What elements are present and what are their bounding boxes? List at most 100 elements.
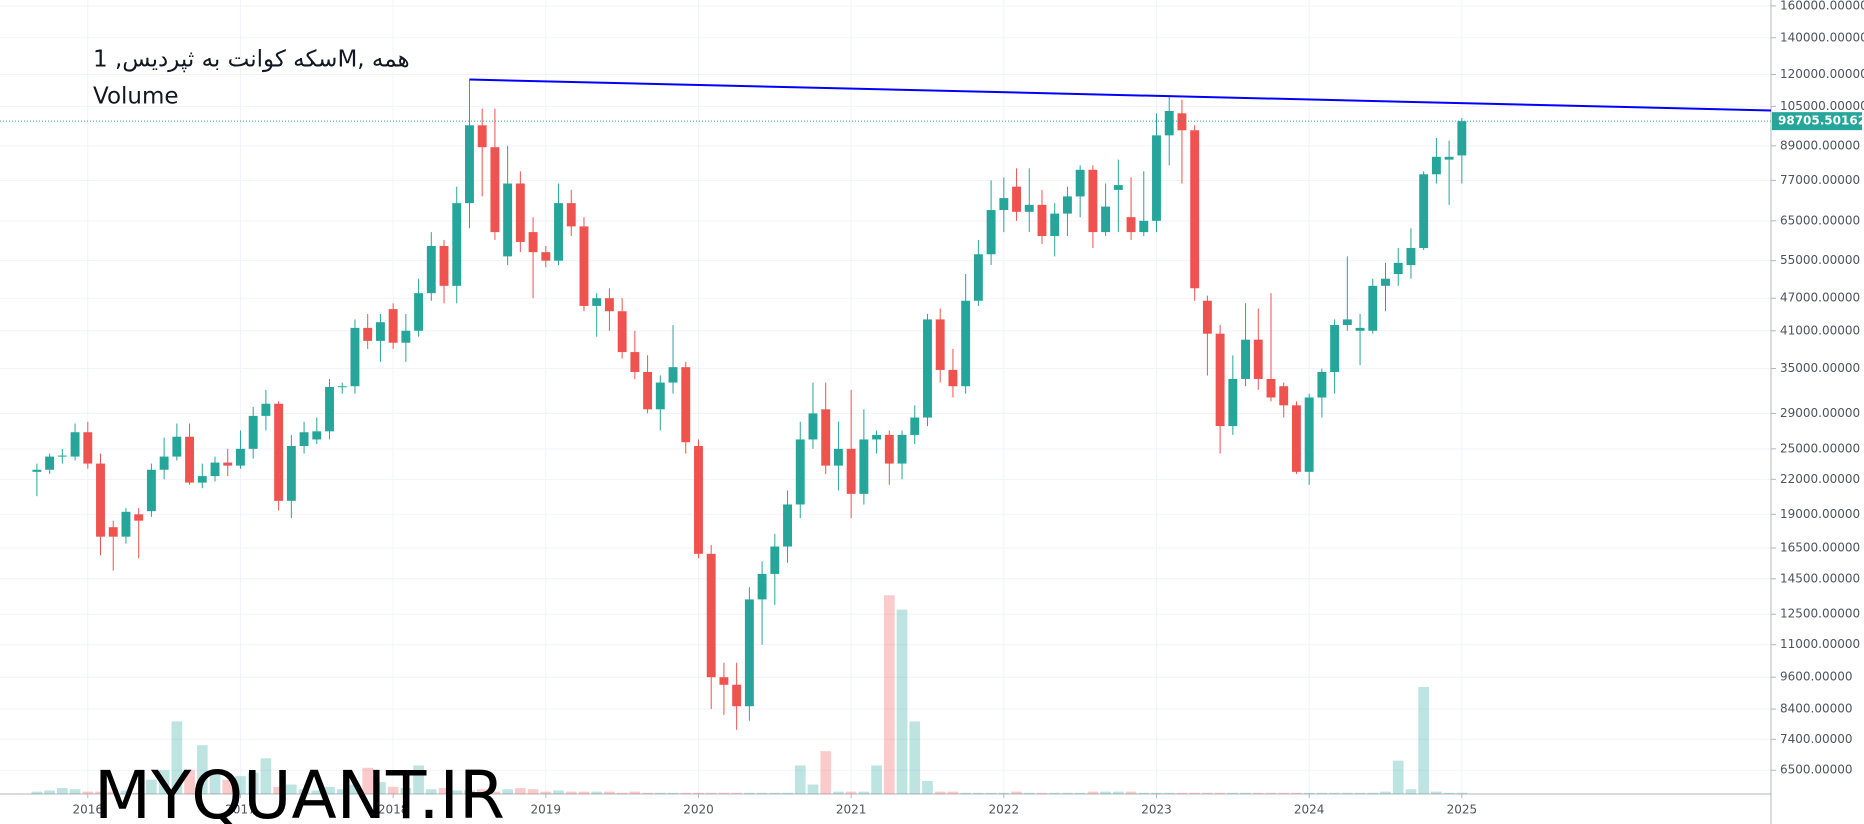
candle-body xyxy=(744,599,754,707)
candle-body xyxy=(388,309,398,343)
volume-bar xyxy=(1023,792,1035,794)
volume-bar xyxy=(44,790,55,794)
candle-body xyxy=(1101,206,1111,233)
volume-bar xyxy=(1202,792,1213,794)
candle-body xyxy=(1444,156,1454,160)
volume-bar xyxy=(833,791,844,794)
volume-bar xyxy=(1138,792,1150,794)
candle-body xyxy=(1431,156,1441,175)
y-tick-label: 29000.00000 xyxy=(1780,406,1860,420)
volume-bar xyxy=(604,791,615,794)
volume-bar xyxy=(375,782,386,794)
y-tick-label: 65000.00000 xyxy=(1780,213,1860,227)
y-tick-label: 47000.00000 xyxy=(1780,291,1860,305)
volume-bar xyxy=(133,792,145,794)
y-tick-label: 9600.00000 xyxy=(1780,670,1853,684)
volume-bar xyxy=(1151,792,1162,794)
volume-bar xyxy=(1087,791,1099,794)
candle-body xyxy=(655,382,665,410)
volume-bar xyxy=(1240,792,1251,794)
volume-bar xyxy=(95,791,106,794)
volume-bar xyxy=(502,789,513,794)
overlay-layer: 98705.50162 xyxy=(0,78,1864,131)
candle-body xyxy=(1088,169,1098,233)
volume-bar xyxy=(1405,789,1417,794)
y-tick-label: 120000.00000 xyxy=(1780,67,1864,81)
volume-bar xyxy=(235,776,246,794)
volume-bar xyxy=(578,791,590,794)
volume-bar xyxy=(934,791,946,794)
candle-body xyxy=(45,456,55,470)
candle-body xyxy=(401,330,411,343)
volume-bar xyxy=(807,784,819,794)
candle-body xyxy=(1381,278,1390,286)
volume-bar xyxy=(1074,792,1086,794)
candle-body xyxy=(1253,339,1263,379)
candle-body xyxy=(706,553,716,678)
x-tick-label: 2019 xyxy=(531,803,562,817)
candle-body xyxy=(630,352,640,372)
candle-body xyxy=(32,469,42,472)
volume-bar xyxy=(540,791,552,794)
candle-body xyxy=(375,322,385,341)
candle-body xyxy=(134,514,144,521)
candle-body xyxy=(592,298,602,306)
y-tick-label: 89000.00000 xyxy=(1780,138,1860,152)
volume-bar xyxy=(1163,792,1175,794)
candle-body xyxy=(465,125,474,204)
candle-body xyxy=(846,448,856,494)
volume-bar xyxy=(184,770,195,794)
candle-body xyxy=(1024,204,1034,212)
candle-body xyxy=(159,456,169,470)
volume-bar xyxy=(883,595,895,794)
volume-bar xyxy=(1176,792,1188,794)
candle-body xyxy=(426,245,436,294)
volume-bar xyxy=(69,789,81,794)
candle-body xyxy=(146,469,156,512)
candle-body xyxy=(452,203,462,286)
candle-body xyxy=(490,147,500,233)
volume-bar xyxy=(871,765,882,794)
candle-body xyxy=(236,448,245,466)
y-tick-label: 55000.00000 xyxy=(1780,253,1860,267)
volume-bar xyxy=(922,780,933,794)
candle-body xyxy=(833,448,843,466)
volume-bar xyxy=(196,745,208,794)
candle-body xyxy=(1304,397,1314,472)
candle-body xyxy=(248,415,258,449)
candle-body xyxy=(210,462,220,477)
volume-bar xyxy=(794,765,806,794)
candle-body xyxy=(261,403,271,416)
candle-body xyxy=(821,409,831,466)
volume-bar xyxy=(1278,792,1290,794)
volume-bar xyxy=(336,789,348,794)
candle-body xyxy=(274,403,284,501)
volume-bar xyxy=(1189,792,1201,794)
candle-body xyxy=(783,504,792,547)
x-tick-label: 2018 xyxy=(378,803,409,817)
candle-body xyxy=(910,417,920,435)
volume-bar xyxy=(998,792,1010,794)
y-tick-label: 41000.00000 xyxy=(1780,323,1860,337)
volume-bar xyxy=(909,721,921,794)
volume-bar xyxy=(438,788,450,794)
candle-body xyxy=(1075,169,1085,197)
x-tick-label: 2021 xyxy=(836,803,867,817)
x-tick-label: 2022 xyxy=(989,803,1020,817)
y-tick-label: 16500.00000 xyxy=(1780,540,1860,554)
candle-layer xyxy=(32,79,1467,730)
volume-bar xyxy=(1316,792,1328,794)
candle-body xyxy=(1190,130,1200,289)
candle-body xyxy=(515,183,525,242)
volume-bar xyxy=(362,767,374,794)
volume-bar xyxy=(845,791,857,794)
volume-bar xyxy=(820,751,832,794)
volume-bar xyxy=(1354,792,1366,794)
candle-body xyxy=(897,434,907,464)
candle-body xyxy=(108,527,118,537)
volume-bar xyxy=(273,786,284,794)
candle-body xyxy=(363,327,373,341)
candle-body xyxy=(1177,113,1187,131)
